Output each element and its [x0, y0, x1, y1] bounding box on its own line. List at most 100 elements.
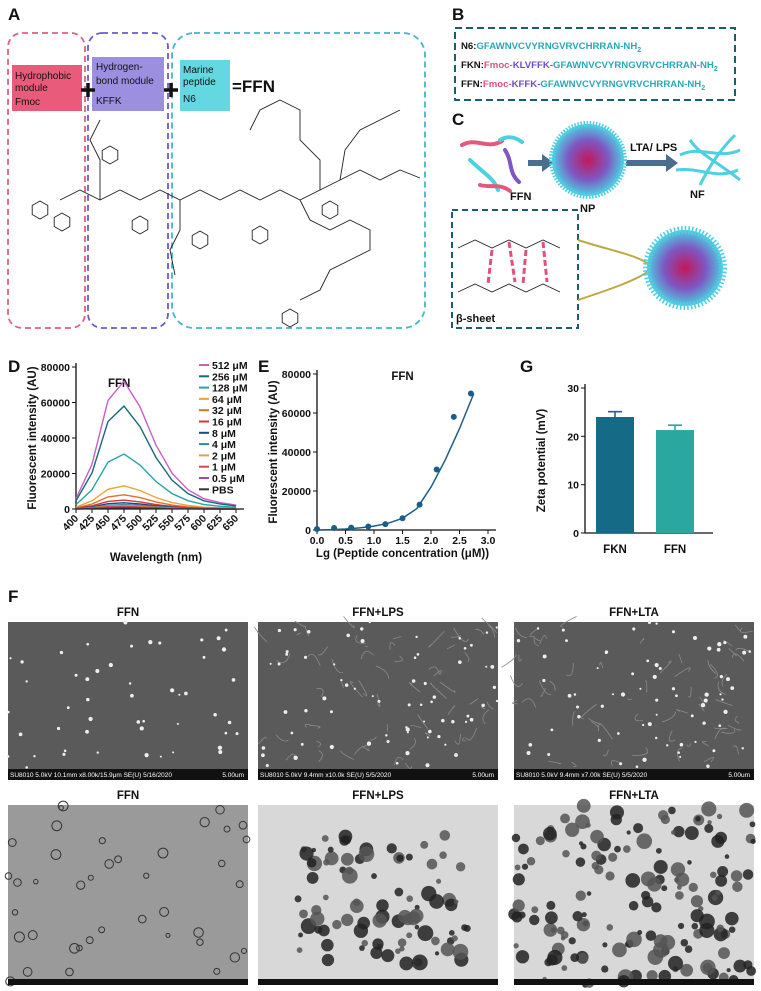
x-tick-label: 2.5: [452, 535, 467, 547]
vesicle: [137, 914, 147, 924]
sem-image: [514, 622, 754, 780]
aggregate: [667, 955, 684, 971]
aggregate: [547, 949, 563, 966]
fiber: [540, 687, 546, 697]
fiber: [404, 762, 412, 769]
particle: [730, 686, 735, 691]
particle: [340, 678, 343, 682]
vesicle: [238, 820, 248, 830]
particle: [561, 628, 565, 632]
fiber: [343, 616, 355, 629]
fiber: [686, 743, 692, 747]
panel-label: D: [8, 357, 20, 376]
chart: D020000400006000080000400425450475500525…: [8, 357, 248, 564]
c-label: FFN: [510, 191, 531, 203]
aggregate: [576, 918, 591, 932]
aggregate: [414, 924, 420, 930]
c-label: β-sheet: [456, 313, 495, 325]
fiber: [581, 703, 597, 720]
particle: [333, 663, 336, 666]
particle: [495, 699, 499, 703]
module-title: Hydrophobic: [15, 71, 71, 82]
aggregate: [590, 829, 604, 844]
aggregate: [673, 825, 685, 838]
aggregate: [726, 968, 731, 973]
aggregate: [704, 823, 714, 833]
fiber: [548, 760, 562, 765]
aggregate: [448, 929, 455, 936]
fiber: [482, 709, 490, 725]
aggregate: [376, 899, 389, 912]
scale-label: 5.00um: [222, 772, 244, 779]
particle: [600, 704, 604, 708]
nanoparticle: [549, 121, 627, 199]
particle: [159, 755, 162, 758]
chart-title: FFN: [391, 371, 413, 383]
particle: [344, 683, 349, 687]
aggregate: [386, 843, 397, 854]
fiber: [486, 701, 494, 710]
aggregate: [323, 894, 329, 901]
aggregate: [394, 887, 404, 897]
particle: [261, 746, 266, 750]
fiber: [475, 628, 485, 635]
particle: [304, 709, 308, 713]
particle: [690, 714, 694, 718]
y-tick-label: 80000: [282, 369, 311, 381]
aggregate: [455, 862, 466, 872]
aggregate: [695, 816, 701, 822]
aggregate: [677, 922, 685, 930]
vesicle: [159, 906, 170, 917]
point: [314, 526, 320, 533]
aggregate: [640, 871, 656, 887]
particle: [654, 662, 659, 668]
aggregate: [670, 862, 686, 877]
x-tick-label: 3.0: [481, 535, 496, 547]
particle: [481, 703, 485, 708]
aggregate: [570, 953, 580, 962]
aggregate: [399, 956, 414, 971]
particle: [329, 744, 334, 750]
particle: [742, 650, 747, 655]
particle: [136, 720, 141, 724]
fiber: [433, 670, 442, 677]
aggregate: [453, 899, 459, 905]
particle: [231, 678, 236, 682]
aggregate: [370, 946, 383, 960]
module-name: KFFK: [96, 96, 122, 107]
aggregate: [691, 922, 699, 930]
fiber: [392, 636, 402, 640]
aggregate: [396, 854, 404, 862]
fiber: [318, 750, 323, 762]
particle: [360, 627, 364, 631]
vesicle: [240, 947, 248, 954]
legend-label: 1 μM: [212, 462, 236, 474]
aggregate: [687, 860, 692, 865]
fiber: [572, 711, 576, 726]
y-tick-label: 0: [573, 528, 579, 540]
module-title: Hydrogen-: [96, 62, 143, 73]
particle: [290, 731, 294, 735]
aggregate: [417, 925, 434, 942]
caption-bar: [514, 979, 754, 985]
aggregate: [591, 850, 602, 861]
sheet-structure: [457, 239, 561, 293]
legend-label: PBS: [212, 484, 234, 496]
particle: [700, 702, 706, 708]
particle: [743, 634, 748, 639]
fiber: [701, 741, 709, 747]
y-tick-label: 30: [567, 383, 579, 395]
particle: [706, 764, 710, 769]
vesicle: [50, 849, 62, 860]
chart: E 0 20000 40000 60000 80000 0.0 0.5 1.0 1.5 2.0 2.5…: [258, 357, 496, 560]
fiber: [350, 681, 363, 698]
y-tick-label: 60000: [41, 398, 70, 410]
y-tick-label: 10: [567, 480, 579, 492]
aggregate: [513, 943, 519, 949]
aggregate: [414, 904, 420, 910]
legend-label: 4 μM: [212, 439, 236, 451]
particle: [671, 630, 676, 634]
x-tick-label: FKN: [603, 544, 627, 556]
particle: [620, 692, 626, 697]
vesicle: [114, 855, 123, 864]
